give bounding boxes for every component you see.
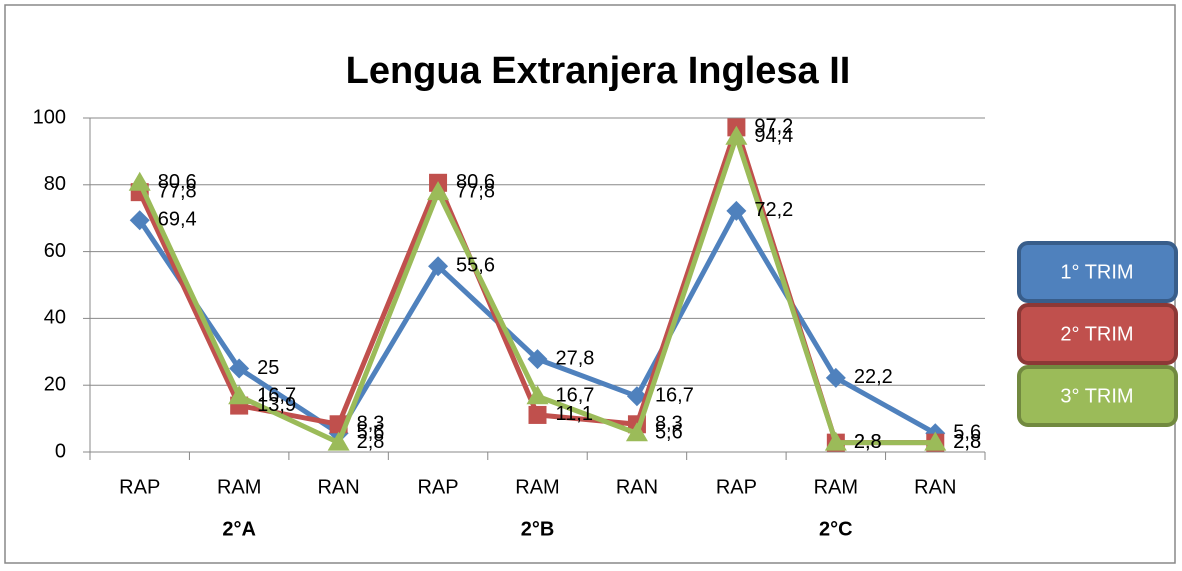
marker <box>129 210 150 231</box>
marker <box>725 125 748 145</box>
y-tick-label: 20 <box>44 373 66 395</box>
marker <box>526 385 549 405</box>
legend-swatch <box>1017 241 1178 303</box>
data-label: 2,8 <box>953 431 981 453</box>
marker <box>726 200 747 221</box>
marker <box>924 431 947 451</box>
x-tick-label: RAP <box>716 476 757 498</box>
marker <box>527 349 548 370</box>
legend-label: 3° TRIM <box>1060 385 1133 407</box>
group-label: 2°A <box>222 518 256 540</box>
x-tick-label: RAM <box>515 476 559 498</box>
marker <box>327 431 350 451</box>
legend-label: 2° TRIM <box>1060 323 1133 345</box>
marker <box>528 405 547 424</box>
data-label: 13,9 <box>257 394 296 416</box>
data-label: 2,8 <box>953 431 981 453</box>
marker <box>128 171 151 191</box>
marker <box>428 256 449 277</box>
x-tick-label: RAN <box>616 476 658 498</box>
x-tick-label: RAP <box>417 476 458 498</box>
marker <box>824 431 847 451</box>
data-label: 2,8 <box>357 431 385 453</box>
x-tick-label: RAN <box>317 476 359 498</box>
data-label: 77,8 <box>158 180 197 202</box>
data-label: 5,6 <box>655 422 683 444</box>
x-tick-label: RAM <box>814 476 858 498</box>
legend-label: 1° TRIM <box>1060 261 1133 283</box>
x-tick-label: RAN <box>914 476 956 498</box>
data-label: 25 <box>257 357 279 379</box>
data-label: 97,2 <box>754 116 793 138</box>
data-label: 69,4 <box>158 208 197 230</box>
marker <box>228 385 251 405</box>
y-tick-label: 60 <box>44 240 66 262</box>
chart-title: Lengua Extranjera Inglesa II <box>346 50 851 92</box>
data-label: 16,7 <box>655 385 694 407</box>
data-label: 2,8 <box>854 431 882 453</box>
y-tick-label: 40 <box>44 307 66 329</box>
y-tick-label: 100 <box>33 106 66 128</box>
data-label: 11,1 <box>556 403 593 425</box>
marker <box>427 181 450 201</box>
group-label: 2°C <box>819 518 853 540</box>
x-tick-label: RAP <box>119 476 160 498</box>
data-label: 72,2 <box>754 199 793 221</box>
data-label: 8,3 <box>357 413 385 435</box>
data-label: 55,6 <box>456 255 495 277</box>
group-label: 2°B <box>521 518 555 540</box>
y-tick-label: 0 <box>55 440 66 462</box>
data-label: 27,8 <box>556 347 595 369</box>
data-label: 5,6 <box>953 422 981 444</box>
marker <box>825 367 846 388</box>
data-label: 80,6 <box>456 171 495 193</box>
data-label: 2,8 <box>854 431 882 453</box>
marker <box>625 422 648 442</box>
data-label: 16,7 <box>556 385 595 407</box>
data-label: 77,8 <box>456 180 495 202</box>
y-tick-label: 80 <box>44 173 66 195</box>
data-label: 5,6 <box>357 422 385 444</box>
data-label: 8,3 <box>655 413 683 435</box>
data-label: 94,4 <box>754 125 793 147</box>
data-label: 22,2 <box>854 366 893 388</box>
data-label: 16,7 <box>257 385 296 407</box>
data-label: 80,6 <box>158 171 197 193</box>
x-tick-label: RAM <box>217 476 261 498</box>
marker <box>229 358 250 379</box>
chart-border <box>4 4 1176 564</box>
marker <box>626 386 647 407</box>
legend-swatch <box>1017 365 1178 427</box>
legend-swatch <box>1017 303 1178 365</box>
